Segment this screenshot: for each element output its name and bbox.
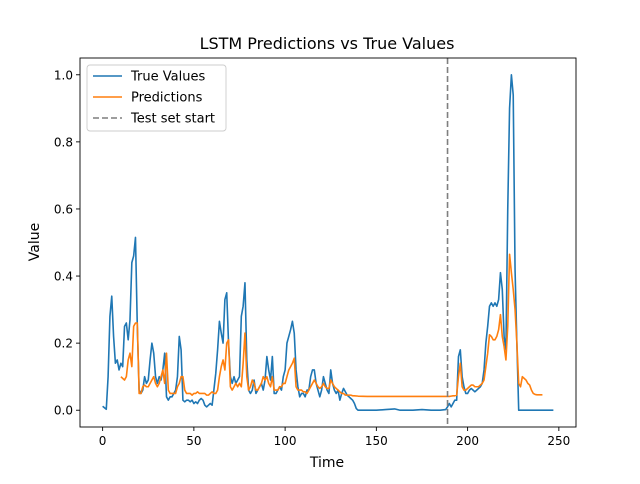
y-tick-label: 0.0 <box>54 404 73 418</box>
y-tick-label: 0.6 <box>54 202 73 216</box>
y-axis-label: Value <box>27 223 43 261</box>
axes-frame <box>79 57 577 428</box>
series-line-predictions <box>120 253 543 398</box>
x-axis: 0 50 100 150 200 250 <box>99 427 570 448</box>
legend-label: Predictions <box>131 91 203 106</box>
plot-area <box>79 57 577 428</box>
x-tick-label: 100 <box>274 434 297 448</box>
legend: True Values Predictions Test set start <box>86 64 227 132</box>
x-tick-label: 150 <box>365 434 388 448</box>
x-axis-label: Time <box>309 455 344 471</box>
y-tick-label: 0.8 <box>54 135 73 149</box>
y-tick-label: 0.4 <box>54 270 73 284</box>
x-tick-label: 50 <box>186 434 201 448</box>
y-tick-label: 0.2 <box>54 337 73 351</box>
legend-label: Test set start <box>130 112 215 127</box>
x-tick-label: 200 <box>456 434 479 448</box>
y-axis: 0.0 0.2 0.4 0.6 0.8 1.0 <box>54 68 80 418</box>
y-tick-label: 1.0 <box>54 68 73 82</box>
legend-box <box>86 64 227 132</box>
x-tick-label: 250 <box>547 434 570 448</box>
chart-title: LSTM Predictions vs True Values <box>200 34 455 53</box>
legend-label: True Values <box>130 70 205 85</box>
x-tick-label: 0 <box>99 434 107 448</box>
